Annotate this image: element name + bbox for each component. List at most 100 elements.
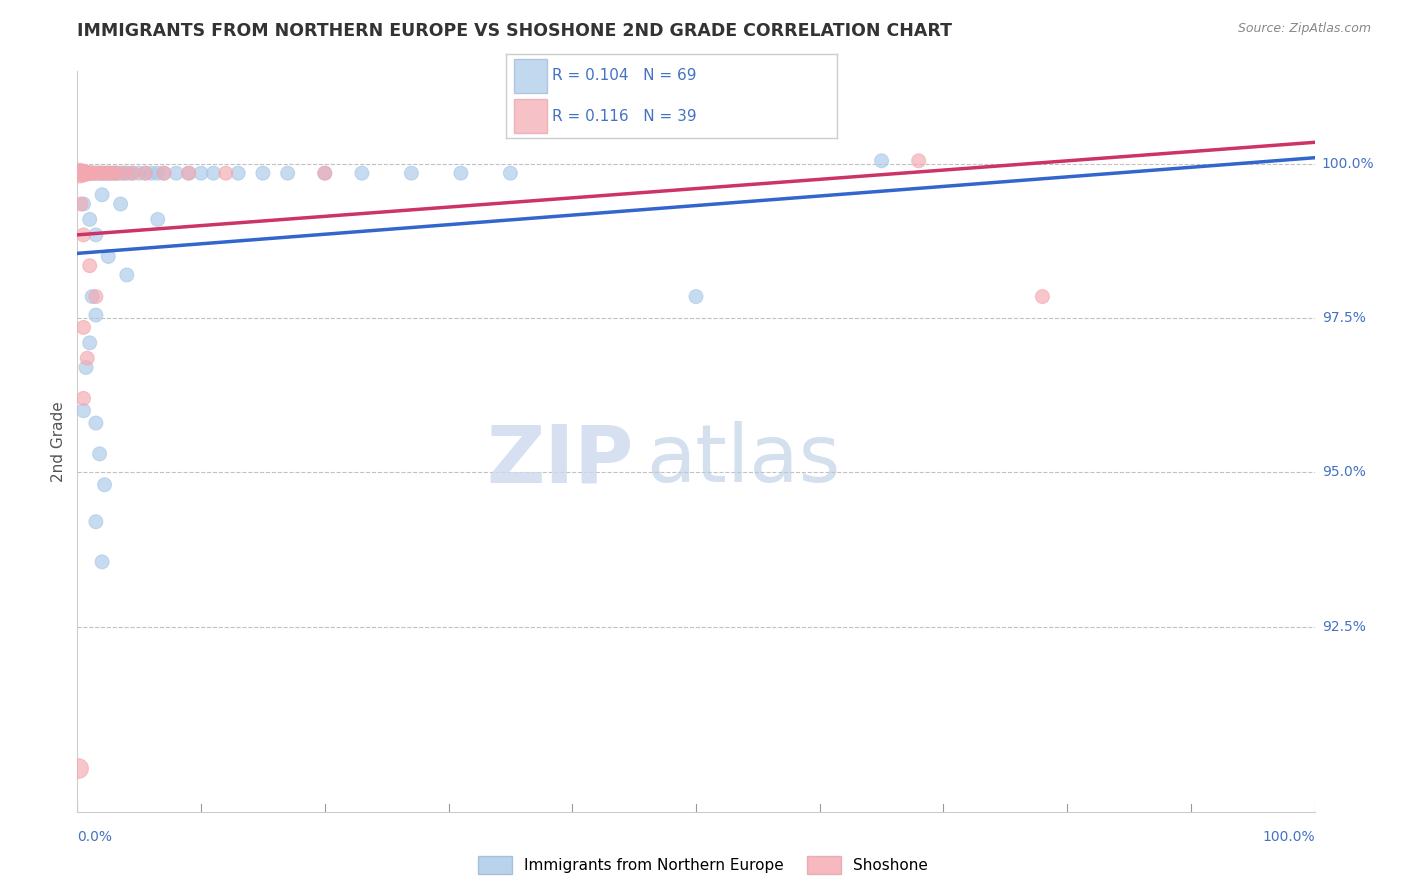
Point — [103, 166, 125, 180]
Point — [91, 187, 114, 202]
Point — [134, 166, 156, 180]
Point — [165, 166, 187, 180]
Point — [79, 259, 101, 273]
Point — [75, 166, 97, 180]
Point — [314, 166, 336, 180]
Point — [82, 289, 104, 303]
Point — [277, 166, 299, 180]
Point — [84, 515, 107, 529]
Point — [146, 166, 169, 180]
Point — [73, 166, 96, 180]
Text: Source: ZipAtlas.com: Source: ZipAtlas.com — [1237, 22, 1371, 36]
Point — [72, 197, 94, 211]
Point — [79, 166, 101, 180]
Point — [685, 289, 707, 303]
Point — [76, 351, 98, 366]
Point — [89, 447, 111, 461]
Point — [97, 249, 120, 263]
Legend: Immigrants from Northern Europe, Shoshone: Immigrants from Northern Europe, Shoshon… — [472, 850, 934, 880]
Point — [101, 166, 124, 180]
Point — [77, 166, 100, 180]
Point — [89, 166, 111, 180]
Text: R = 0.104   N = 69: R = 0.104 N = 69 — [553, 68, 697, 83]
Point — [67, 762, 90, 776]
Text: 97.5%: 97.5% — [1322, 311, 1365, 326]
Point — [84, 289, 107, 303]
Point — [96, 166, 118, 180]
Point — [122, 166, 145, 180]
Point — [72, 166, 94, 180]
Point — [72, 403, 94, 417]
Point — [91, 555, 114, 569]
Point — [98, 166, 121, 180]
Point — [72, 320, 94, 334]
Point — [134, 166, 156, 180]
Point — [91, 166, 114, 180]
Point — [69, 166, 91, 180]
Point — [907, 153, 929, 168]
Point — [146, 212, 169, 227]
Point — [128, 166, 150, 180]
Point — [76, 166, 98, 180]
Point — [89, 166, 111, 180]
Point — [141, 166, 163, 180]
Point — [103, 166, 125, 180]
Point — [112, 166, 135, 180]
Point — [117, 166, 139, 180]
Point — [75, 360, 97, 375]
Point — [314, 166, 336, 180]
Point — [105, 166, 128, 180]
Point — [82, 166, 104, 180]
Point — [870, 153, 893, 168]
Point — [202, 166, 225, 180]
Point — [153, 166, 176, 180]
Point — [72, 227, 94, 242]
Point — [177, 166, 200, 180]
Point — [215, 166, 238, 180]
Point — [72, 166, 94, 180]
Point — [84, 166, 107, 180]
Point — [115, 268, 138, 282]
Point — [72, 392, 94, 406]
Point — [105, 166, 128, 180]
Y-axis label: 2nd Grade: 2nd Grade — [51, 401, 66, 482]
Point — [94, 166, 117, 180]
Text: R = 0.116   N = 39: R = 0.116 N = 39 — [553, 109, 697, 124]
Text: 100.0%: 100.0% — [1263, 830, 1315, 844]
Text: IMMIGRANTS FROM NORTHERN EUROPE VS SHOSHONE 2ND GRADE CORRELATION CHART: IMMIGRANTS FROM NORTHERN EUROPE VS SHOSH… — [77, 22, 952, 40]
Point — [82, 166, 104, 180]
Point — [79, 335, 101, 350]
Point — [252, 166, 274, 180]
Point — [121, 166, 143, 180]
Point — [80, 166, 103, 180]
Text: 95.0%: 95.0% — [1322, 466, 1365, 479]
Point — [84, 308, 107, 322]
Point — [190, 166, 212, 180]
Point — [91, 166, 114, 180]
Text: 100.0%: 100.0% — [1322, 157, 1374, 171]
Point — [84, 166, 107, 180]
Point — [401, 166, 423, 180]
Point — [112, 166, 135, 180]
Point — [110, 197, 132, 211]
Text: ZIP: ZIP — [486, 421, 634, 499]
Text: 92.5%: 92.5% — [1322, 620, 1365, 633]
Point — [84, 227, 107, 242]
Bar — [515, 59, 547, 93]
Point — [110, 166, 132, 180]
Point — [84, 416, 107, 430]
Point — [93, 477, 115, 491]
Text: atlas: atlas — [647, 421, 841, 499]
Point — [70, 197, 93, 211]
Point — [70, 166, 93, 180]
Point — [499, 166, 522, 180]
Point — [226, 166, 249, 180]
Point — [79, 212, 101, 227]
Point — [1031, 289, 1053, 303]
Point — [153, 166, 176, 180]
Point — [98, 166, 121, 180]
Point — [450, 166, 472, 180]
Point — [177, 166, 200, 180]
Text: 0.0%: 0.0% — [77, 830, 112, 844]
Point — [93, 166, 115, 180]
